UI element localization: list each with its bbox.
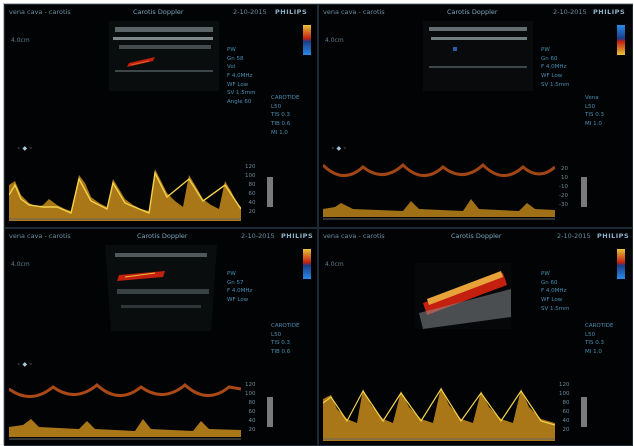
bmode-image — [109, 21, 219, 91]
params-list: PW Gn 60 F 4.0MHz WF Low SV 1.5mm — [541, 271, 570, 312]
gain-slider[interactable] — [581, 397, 587, 427]
side-labels: Vena L50 TIS 0.3 MI 1.0 — [585, 95, 604, 127]
brand-logo: PHILIPS — [281, 232, 314, 240]
panel-top-left: vena cava - carotis Carotis Doppler 2-10… — [4, 4, 318, 228]
color-bar — [617, 25, 625, 55]
panel-top-right: vena cava - carotis Carotis Doppler 2-10… — [318, 4, 633, 228]
exam-date: 2-10-2015 — [557, 232, 591, 240]
color-bar — [617, 249, 625, 279]
preset-label: Carotis Doppler — [137, 232, 188, 240]
side-labels: CAROTIDE L50 TIS 0.3 TIB 0.6 MI 1.0 — [271, 95, 300, 136]
params-list: PW Gn 60 F 4.0MHz WF Low SV 1.5mm — [541, 47, 570, 88]
params-list: PW Gn 58 Vol F 4.0MHz WF Low SV 1.5mm Angle 60 — [227, 47, 256, 105]
panel-bottom-right: vena cava - carotis Carotis Doppler 2-10… — [318, 228, 633, 446]
preset-label: Carotis Doppler — [133, 8, 184, 16]
bmode-image — [415, 263, 511, 329]
gain-slider[interactable] — [267, 397, 273, 427]
exam-title: vena cava - carotis — [323, 8, 385, 16]
exam-date: 2-10-2015 — [241, 232, 275, 240]
velocity-scale: 120 100 80 60 40 20 — [245, 164, 256, 215]
brand-logo: PHILIPS — [593, 8, 626, 16]
brand-logo: PHILIPS — [597, 232, 630, 240]
params-list: PW Gn 57 F 4.0MHz WF Low — [227, 271, 253, 303]
color-bar — [303, 249, 311, 279]
panel-header: vena cava - carotis Carotis Doppler 2-10… — [5, 229, 317, 243]
brand-logo: PHILIPS — [275, 8, 308, 16]
velocity-scale: 20 10 -10 -20 -30 — [559, 166, 568, 208]
depth-label: 4.0cm — [325, 37, 344, 44]
cursor-marker: ◦ ◆ ◦ — [331, 145, 347, 152]
velocity-scale: 120 100 80 60 40 20 — [559, 382, 570, 433]
color-bar — [303, 25, 311, 55]
bmode-image — [423, 21, 533, 91]
preset-label: Carotis Doppler — [447, 8, 498, 16]
gain-slider[interactable] — [267, 177, 273, 207]
panel-header: vena cava - carotis Carotis Doppler 2-10… — [319, 229, 632, 243]
velocity-scale: 120 100 80 60 40 20 — [245, 382, 256, 433]
depth-label: 4.0cm — [11, 37, 30, 44]
exam-title: vena cava - carotis — [9, 232, 71, 240]
doppler-spectrum — [9, 383, 241, 440]
doppler-spectrum — [323, 387, 555, 441]
cursor-marker: ◦ ◆ ◦ — [17, 145, 33, 152]
cursor-marker: ◦ ◆ ◦ — [17, 361, 33, 368]
panel-header: vena cava - carotis Carotis Doppler 2-10… — [319, 5, 632, 19]
panel-header: vena cava - carotis Carotis Doppler 2-10… — [5, 5, 317, 19]
exam-date: 2-10-2015 — [553, 8, 587, 16]
doppler-spectrum — [9, 169, 241, 221]
bmode-image — [105, 245, 217, 331]
exam-date: 2-10-2015 — [233, 8, 267, 16]
side-labels: CAROTIDE L50 TIS 0.3 MI 1.0 — [585, 323, 614, 355]
depth-label: 4.0cm — [11, 261, 30, 268]
side-labels: CAROTIDE L50 TIS 0.3 TIB 0.6 — [271, 323, 300, 355]
exam-title: vena cava - carotis — [9, 8, 71, 16]
ultrasound-quad-view: vena cava - carotis Carotis Doppler 2-10… — [3, 3, 633, 446]
exam-title: vena cava - carotis — [323, 232, 385, 240]
gain-slider[interactable] — [581, 177, 587, 207]
preset-label: Carotis Doppler — [451, 232, 502, 240]
doppler-spectrum — [323, 162, 555, 220]
panel-bottom-left: vena cava - carotis Carotis Doppler 2-10… — [4, 228, 318, 446]
depth-label: 4.0cm — [325, 261, 344, 268]
